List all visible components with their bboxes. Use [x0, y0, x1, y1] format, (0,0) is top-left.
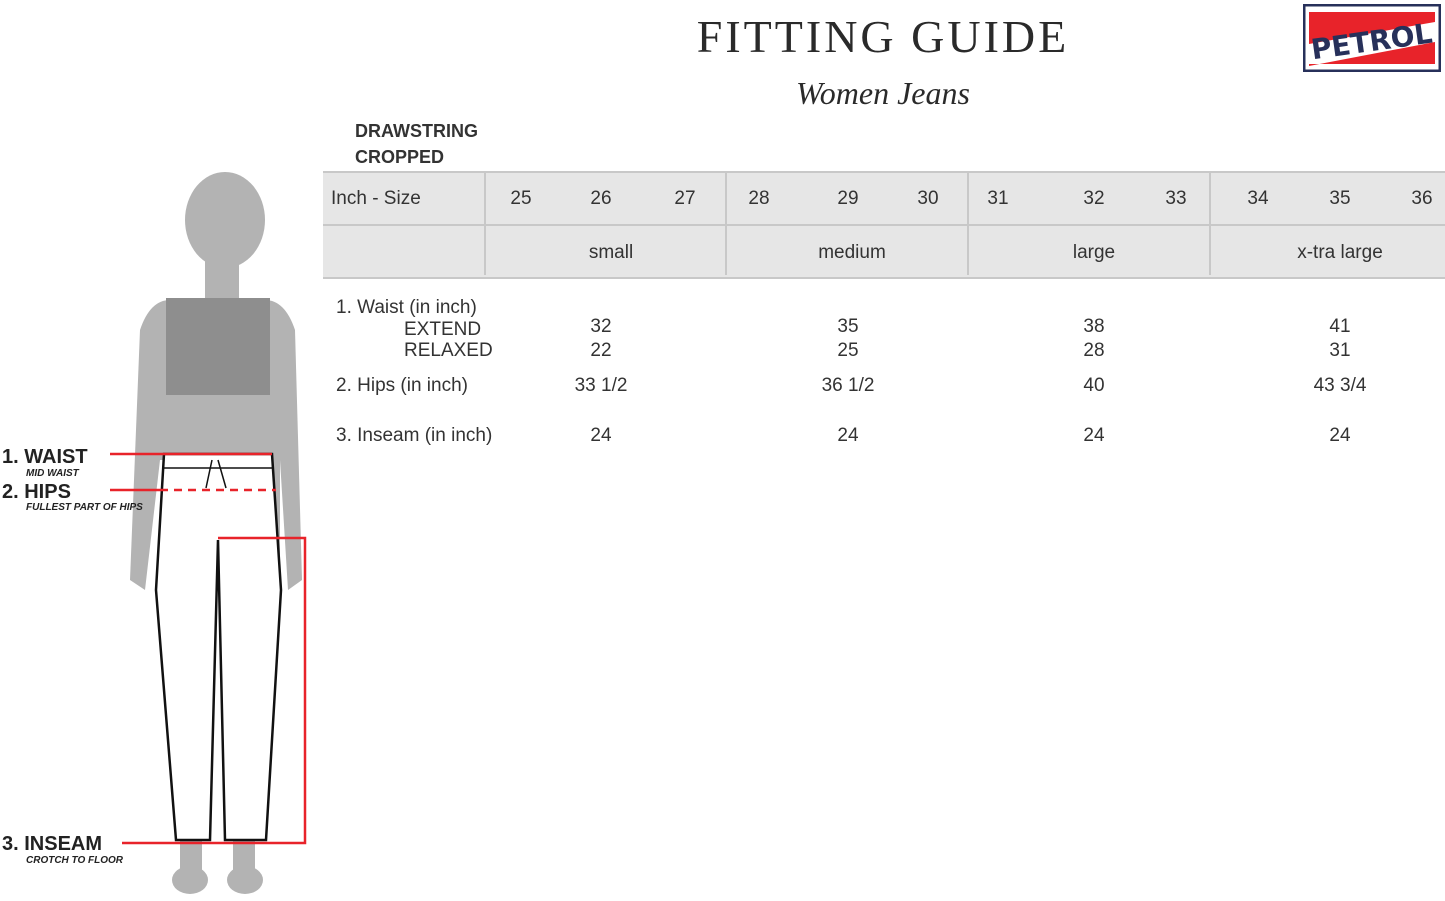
extend-value: 38 [1083, 316, 1105, 337]
size-cell: 32 [1083, 188, 1105, 209]
relaxed-value: 22 [590, 340, 612, 361]
style-line-2: CROPPED [355, 147, 445, 167]
size-label: Inch - Size [331, 188, 421, 209]
hips-value: 43 3/4 [1313, 375, 1367, 396]
waist-marker-label: 1. WAIST [2, 446, 88, 468]
size-cell: 27 [674, 188, 696, 209]
page-title: FITTING GUIDE [696, 11, 1070, 62]
size-cell: 26 [590, 188, 612, 209]
hips-label: 2. Hips (in inch) [336, 375, 468, 396]
waist-label: 1. Waist (in inch) [336, 297, 477, 318]
size-header-row [323, 171, 1445, 226]
waist-marker-sub: MID WAIST [26, 468, 79, 479]
model-figure-illustration [110, 172, 307, 894]
divider [725, 173, 727, 275]
hips-value: 36 1/2 [821, 375, 875, 396]
inseam-value: 24 [590, 425, 612, 446]
size-cell: 31 [987, 188, 1009, 209]
extend-value: 32 [590, 316, 612, 337]
extend-value: 35 [837, 316, 859, 337]
inseam-label: 3. Inseam (in inch) [336, 425, 493, 446]
divider [1209, 173, 1211, 275]
inseam-value: 24 [1329, 425, 1351, 446]
hips-marker-label: 2. HIPS [2, 481, 71, 503]
group-header-row [323, 224, 1445, 279]
extend-value: 41 [1329, 316, 1351, 337]
style-line-1: DRAWSTRING [355, 121, 478, 141]
size-cell: 28 [748, 188, 770, 209]
hips-value: 33 1/2 [574, 375, 628, 396]
size-cell: 29 [837, 188, 859, 209]
size-cell: 30 [917, 188, 939, 209]
size-cell: 34 [1247, 188, 1269, 209]
inseam-marker-label: 3. INSEAM [2, 833, 103, 855]
group-cell: small [588, 242, 634, 263]
inseam-value: 24 [1083, 425, 1105, 446]
relaxed-value: 31 [1329, 340, 1351, 361]
group-cell: large [1072, 242, 1116, 263]
size-cell: 36 [1411, 188, 1433, 209]
divider [484, 173, 486, 275]
divider [967, 173, 969, 275]
hips-marker-sub: FULLEST PART OF HIPS [26, 502, 143, 513]
extend-label: EXTEND [404, 319, 482, 340]
group-cell: medium [818, 242, 886, 263]
group-cell: x-tra large [1297, 242, 1383, 263]
relaxed-value: 25 [837, 340, 859, 361]
size-cell: 33 [1165, 188, 1187, 209]
hips-value: 40 [1083, 375, 1105, 396]
inseam-marker-sub: CROTCH TO FLOOR [26, 855, 124, 866]
size-cell: 25 [510, 188, 532, 209]
relaxed-value: 28 [1083, 340, 1105, 361]
size-cell: 35 [1329, 188, 1351, 209]
page-subtitle: Women Jeans [796, 75, 970, 111]
inseam-value: 24 [837, 425, 859, 446]
petrol-logo: PETROL [1303, 4, 1441, 72]
relaxed-label: RELAXED [404, 340, 493, 361]
